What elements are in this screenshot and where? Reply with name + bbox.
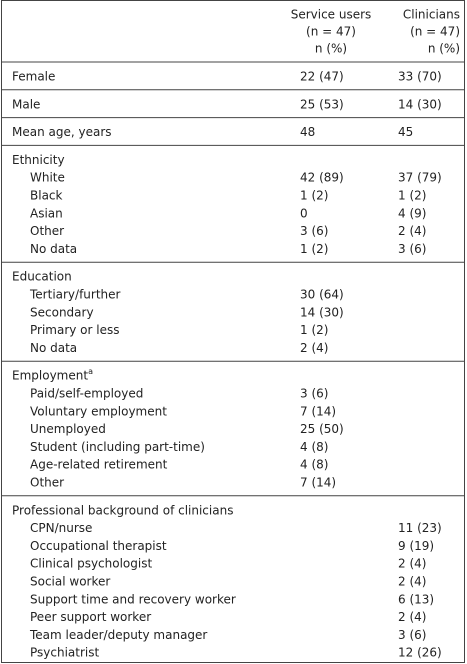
cell-service-users: 2 (4)	[300, 341, 328, 355]
row-label: Age-related retirement	[30, 458, 168, 472]
cell-service-users: 4 (8)	[300, 440, 328, 454]
cell-service-users: 1 (2)	[300, 323, 328, 337]
section-heading: Ethnicity	[12, 153, 65, 167]
row-label: Voluntary employment	[30, 404, 167, 418]
row-label: Student (including part-time)	[30, 440, 205, 454]
cell-service-users: 4 (8)	[300, 458, 328, 472]
row-label: Mean age, years	[12, 125, 112, 139]
row-label: Paid/self-employed	[30, 387, 143, 401]
cell-clinicians: 2 (4)	[398, 610, 426, 624]
cell-service-users: 14 (30)	[300, 305, 344, 319]
cell-clinicians: 3 (6)	[398, 628, 426, 642]
header-service-users: (n = 47)	[306, 25, 356, 39]
cell-clinicians: 4 (9)	[398, 206, 426, 220]
cell-service-users: 30 (64)	[300, 288, 344, 302]
cell-clinicians: 2 (4)	[398, 557, 426, 571]
cell-clinicians: 12 (26)	[398, 646, 442, 660]
row-label: White	[30, 171, 65, 185]
superscript: a	[88, 367, 93, 376]
header-service-users: n (%)	[315, 42, 347, 56]
cell-service-users: 42 (89)	[300, 171, 344, 185]
row-label: Other	[30, 476, 64, 490]
cell-service-users: 7 (14)	[300, 476, 336, 490]
cell-clinicians: 14 (30)	[398, 97, 442, 111]
cell-service-users: 1 (2)	[300, 189, 328, 203]
cell-clinicians: 33 (70)	[398, 70, 442, 84]
cell-service-users: 22 (47)	[300, 70, 344, 84]
cell-clinicians: 2 (4)	[398, 224, 426, 238]
cell-clinicians: 9 (19)	[398, 539, 434, 553]
row-label: Primary or less	[30, 323, 120, 337]
section-heading: Employmenta	[12, 367, 93, 383]
cell-clinicians: 2 (4)	[398, 575, 426, 589]
header-service-users: Service users	[291, 8, 372, 22]
row-label: Psychiatrist	[30, 646, 99, 660]
row-label: CPN/nurse	[30, 521, 92, 535]
cell-service-users: 7 (14)	[300, 404, 336, 418]
cell-service-users: 25 (53)	[300, 97, 344, 111]
cell-service-users: 48	[300, 125, 315, 139]
cell-service-users: 1 (2)	[300, 242, 328, 256]
row-label: Team leader/deputy manager	[29, 628, 207, 642]
header-clinicians: (n = 47)	[410, 25, 460, 39]
section-heading: Education	[12, 270, 72, 284]
row-label: Male	[12, 97, 40, 111]
header-clinicians: Clinicians	[403, 8, 460, 22]
row-label: Occupational therapist	[30, 539, 167, 553]
row-label: Other	[30, 224, 64, 238]
section-heading: Professional background of clinicians	[12, 503, 233, 517]
cell-service-users: 3 (6)	[300, 387, 328, 401]
cell-service-users: 3 (6)	[300, 224, 328, 238]
cell-clinicians: 11 (23)	[398, 521, 442, 535]
cell-clinicians: 45	[398, 125, 413, 139]
row-label: Social worker	[30, 575, 110, 589]
cell-clinicians: 3 (6)	[398, 242, 426, 256]
cell-clinicians: 37 (79)	[398, 171, 442, 185]
cell-clinicians: 1 (2)	[398, 189, 426, 203]
cell-service-users: 0	[300, 206, 308, 220]
row-label: Black	[30, 189, 63, 203]
row-label: Secondary	[30, 305, 94, 319]
header-clinicians: n (%)	[428, 42, 460, 56]
cell-clinicians: 6 (13)	[398, 592, 434, 606]
row-label: Female	[12, 70, 55, 84]
cell-service-users: 25 (50)	[300, 422, 344, 436]
row-label: Asian	[30, 206, 63, 220]
row-label: Peer support worker	[30, 610, 151, 624]
row-label: Tertiary/further	[29, 288, 121, 302]
row-label: Unemployed	[30, 422, 106, 436]
row-label: No data	[30, 341, 77, 355]
row-label: Clinical psychologist	[30, 557, 152, 571]
row-label: No data	[30, 242, 77, 256]
row-label: Support time and recovery worker	[30, 592, 236, 606]
